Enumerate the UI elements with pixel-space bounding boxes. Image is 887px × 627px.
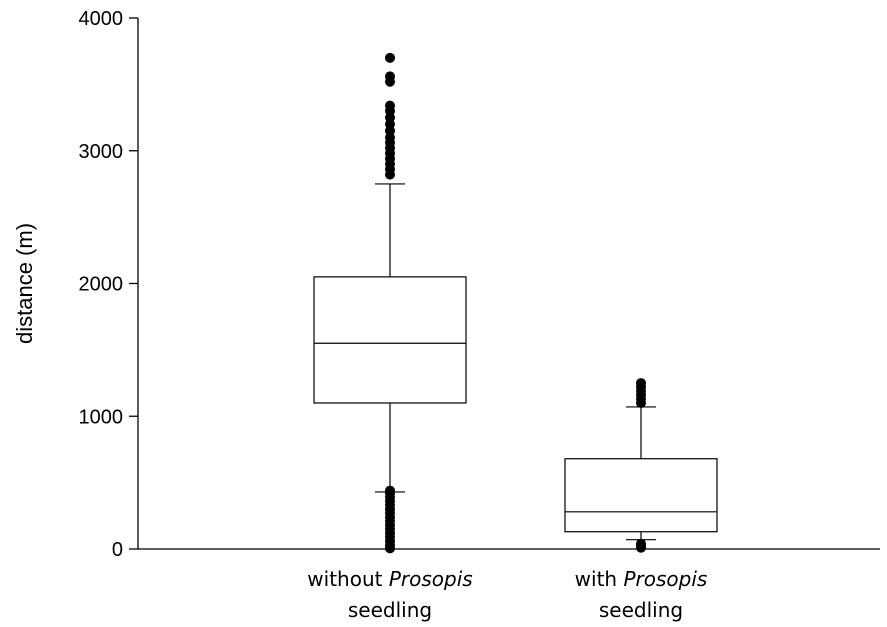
outlier-point bbox=[385, 71, 395, 82]
y-tick-label: 3000 bbox=[79, 141, 124, 163]
x-category-label: without Prosopis bbox=[307, 567, 472, 591]
y-tick-label: 4000 bbox=[79, 8, 124, 30]
box-group bbox=[313, 52, 467, 554]
iqr-box bbox=[313, 276, 467, 404]
category-label-part: without bbox=[307, 567, 389, 591]
outlier-point bbox=[636, 378, 646, 389]
axes: 0 1000 2000 3000 4000 distance (m) bbox=[12, 8, 880, 561]
outlier-point bbox=[636, 538, 646, 549]
y-tick-label: 2000 bbox=[79, 274, 124, 296]
x-category-label-line2: seedling bbox=[599, 598, 683, 622]
category-label-part: Prosopis bbox=[389, 567, 473, 591]
x-category-label-line2: seedling bbox=[348, 598, 432, 622]
box-series bbox=[313, 52, 718, 554]
outlier-point bbox=[385, 100, 395, 111]
x-category-label: with Prosopis bbox=[575, 567, 708, 591]
category-label-part: with bbox=[575, 567, 624, 591]
outlier-point bbox=[385, 52, 395, 63]
category-labels: without Prosopis seedling with Prosopis see… bbox=[307, 567, 707, 622]
y-axis-title: distance (m) bbox=[12, 223, 37, 344]
outlier-point bbox=[385, 485, 395, 496]
y-tick-label: 0 bbox=[112, 539, 123, 561]
y-tick-label: 1000 bbox=[79, 406, 124, 428]
iqr-box bbox=[564, 458, 718, 533]
category-label-part: Prosopis bbox=[623, 567, 707, 591]
box-group bbox=[564, 378, 718, 553]
